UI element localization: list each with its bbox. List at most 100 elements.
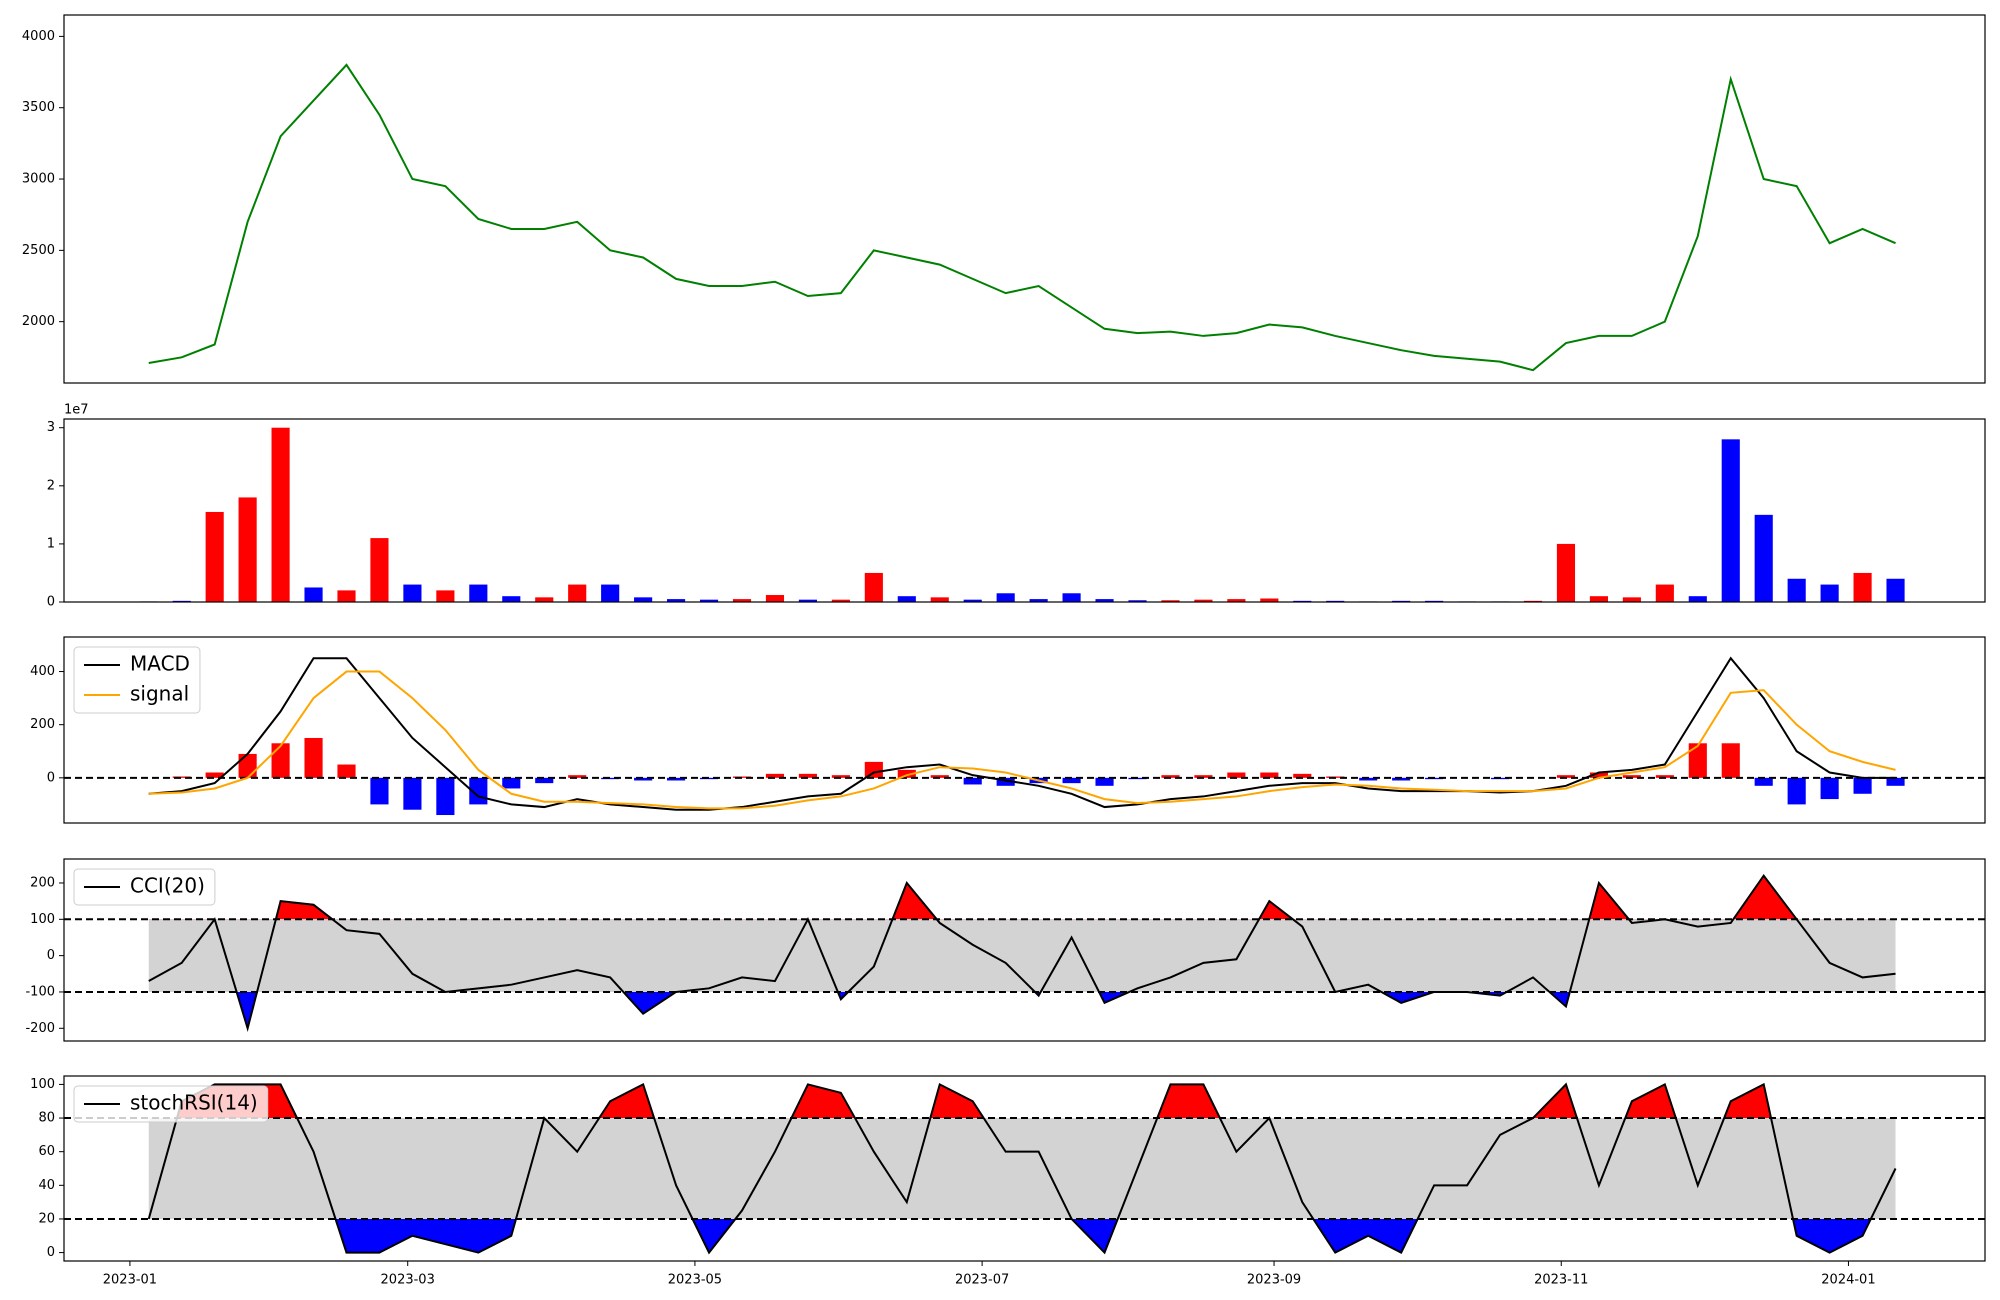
histogram-bar bbox=[205, 772, 224, 778]
bar bbox=[897, 596, 916, 602]
bar bbox=[238, 497, 257, 602]
bar bbox=[1721, 439, 1740, 602]
bar bbox=[996, 593, 1015, 602]
y-tick-label: 3000 bbox=[22, 172, 55, 187]
legend-box bbox=[73, 646, 201, 714]
legend-box bbox=[73, 1085, 269, 1123]
bar bbox=[403, 584, 422, 602]
bar bbox=[1260, 598, 1279, 602]
histogram-bar bbox=[864, 761, 883, 778]
y-tick-label: -100 bbox=[25, 984, 55, 999]
histogram-bar bbox=[271, 743, 290, 778]
histogram-bar bbox=[568, 775, 587, 778]
bar bbox=[798, 599, 817, 602]
bar bbox=[1853, 572, 1872, 602]
y-tick-label: 0 bbox=[47, 948, 55, 963]
series-line bbox=[148, 670, 1896, 810]
bar bbox=[1589, 596, 1608, 602]
histogram-bar bbox=[963, 777, 982, 785]
histogram-bar bbox=[304, 737, 323, 778]
histogram-bar bbox=[370, 777, 389, 805]
histogram-bar bbox=[436, 777, 455, 816]
bar bbox=[634, 597, 653, 602]
x-tick-label: 2023-05 bbox=[668, 1273, 722, 1288]
bar bbox=[1556, 543, 1576, 602]
bar bbox=[1688, 596, 1707, 602]
histogram-bar bbox=[1194, 775, 1213, 778]
bar bbox=[699, 599, 719, 602]
legend-box bbox=[73, 868, 216, 906]
histogram-bar bbox=[1260, 772, 1279, 778]
panel: 0 1 2 3 1e7 bbox=[47, 403, 1986, 610]
histogram-bar bbox=[897, 769, 916, 778]
bar bbox=[469, 584, 488, 602]
y-tick-label: 1 bbox=[47, 536, 55, 551]
bar bbox=[1754, 514, 1773, 602]
bar bbox=[1062, 593, 1081, 602]
bar bbox=[1161, 600, 1180, 602]
bar bbox=[304, 587, 323, 602]
histogram-bar bbox=[996, 777, 1015, 786]
y-tick-label: 0 bbox=[47, 1245, 55, 1260]
histogram-bar bbox=[1359, 777, 1378, 781]
series-line bbox=[148, 874, 1896, 1032]
histogram-bar bbox=[1161, 775, 1180, 778]
y-tick-label: 40 bbox=[38, 1178, 55, 1193]
y-tick-label: 60 bbox=[38, 1144, 55, 1159]
bar bbox=[667, 599, 686, 602]
legend-label: signal bbox=[130, 682, 189, 706]
y-tick-label: 80 bbox=[38, 1111, 55, 1126]
panel: 0 20 40 60 80 100 2023-01 2023-03 2023-05 2023-07… bbox=[30, 1075, 1986, 1288]
y-tick-label: 200 bbox=[30, 875, 55, 890]
bar bbox=[963, 599, 982, 602]
y-tick-label: 4000 bbox=[22, 29, 55, 44]
x-tick-label: 2023-03 bbox=[381, 1273, 435, 1288]
axes-frame bbox=[63, 418, 1986, 603]
panel: -200 -100 0 100 200 CCI(20) bbox=[25, 858, 1986, 1042]
histogram-bar bbox=[1787, 777, 1806, 805]
histogram-bar bbox=[1062, 777, 1081, 784]
legend: stochRSI(14) bbox=[73, 1085, 269, 1123]
bar bbox=[1655, 584, 1674, 602]
y-tick-label: 20 bbox=[38, 1211, 55, 1226]
bar bbox=[732, 599, 752, 602]
histogram-bar bbox=[667, 777, 686, 781]
band-fill bbox=[148, 919, 1896, 992]
histogram-bar bbox=[765, 773, 785, 778]
y-tick-label: 200 bbox=[30, 717, 55, 732]
band-fill bbox=[148, 1118, 1896, 1219]
histogram-bar bbox=[798, 773, 817, 778]
bar bbox=[1095, 599, 1114, 602]
bar bbox=[601, 584, 620, 602]
histogram-bar bbox=[1886, 777, 1905, 786]
y-tick-label: 100 bbox=[30, 1077, 55, 1092]
histogram-bar bbox=[337, 764, 356, 778]
oversold-fill bbox=[335, 1218, 1871, 1253]
histogram-bar bbox=[1589, 772, 1608, 778]
x-tick-label: 2024-01 bbox=[1821, 1273, 1875, 1288]
panel: 0 200 400 MACD signal bbox=[30, 636, 1986, 824]
legend-label: stochRSI(14) bbox=[130, 1091, 258, 1115]
bar bbox=[502, 596, 521, 602]
axes-frame bbox=[63, 636, 1986, 824]
y-tick-label: 0 bbox=[47, 770, 55, 785]
bar bbox=[1029, 599, 1048, 602]
bar bbox=[930, 597, 949, 602]
overbought-fill bbox=[177, 1084, 1772, 1119]
legend: MACD signal bbox=[73, 646, 201, 714]
histogram-bar bbox=[1688, 743, 1707, 778]
x-tick-label: 2023-09 bbox=[1247, 1273, 1301, 1288]
histogram-bar bbox=[403, 777, 422, 810]
histogram-bar bbox=[634, 777, 653, 781]
x-tick-label: 2023-01 bbox=[103, 1273, 157, 1288]
overbought-fill bbox=[148, 875, 1896, 920]
axes-frame bbox=[63, 1075, 1986, 1262]
bar bbox=[765, 595, 785, 602]
y-tick-label: -200 bbox=[25, 1021, 55, 1036]
bar bbox=[1227, 599, 1246, 602]
axes-frame bbox=[63, 14, 1986, 384]
bar bbox=[568, 584, 587, 602]
legend-label: MACD bbox=[130, 652, 190, 676]
bar bbox=[370, 538, 389, 602]
bar bbox=[1787, 578, 1806, 602]
